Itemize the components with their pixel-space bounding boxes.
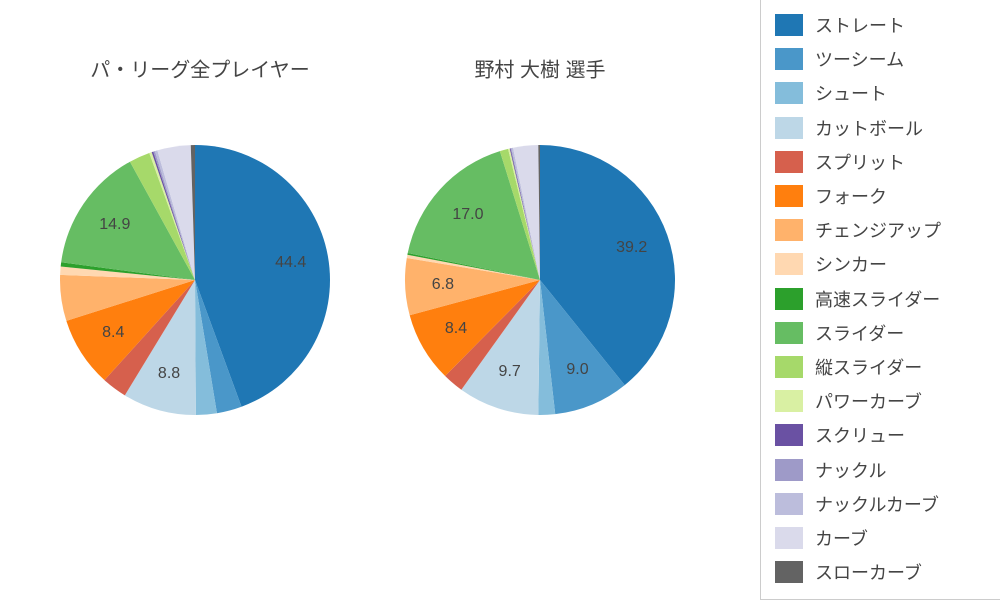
figure-container: パ・リーグ全プレイヤー 44.48.88.414.9 野村 大樹 選手 39.2…: [0, 0, 1000, 600]
legend-label: ストレート: [815, 12, 905, 38]
legend-swatch: [775, 48, 803, 70]
legend-swatch: [775, 561, 803, 583]
legend-item: チェンジアップ: [775, 213, 990, 247]
legend-label: パワーカーブ: [815, 388, 922, 414]
legend-item: ナックルカーブ: [775, 487, 990, 521]
legend-swatch: [775, 185, 803, 207]
legend-item: フォーク: [775, 179, 990, 213]
legend-label: ツーシーム: [815, 46, 904, 72]
legend-swatch: [775, 253, 803, 275]
legend-swatch: [775, 390, 803, 412]
legend-label: フォーク: [815, 183, 887, 209]
legend-label: ナックルカーブ: [815, 491, 939, 517]
legend-item: スローカーブ: [775, 555, 990, 589]
legend-label: スプリット: [815, 149, 905, 175]
legend-swatch: [775, 117, 803, 139]
legend-item: シンカー: [775, 247, 990, 281]
legend-label: 縦スライダー: [815, 354, 922, 380]
legend-swatch: [775, 288, 803, 310]
legend-swatch: [775, 82, 803, 104]
legend-label: スライダー: [815, 320, 904, 346]
legend-label: カーブ: [815, 525, 868, 551]
legend-item: ナックル: [775, 452, 990, 486]
legend-label: チェンジアップ: [815, 217, 941, 243]
legend-label: カットボール: [815, 115, 923, 141]
legend-swatch: [775, 493, 803, 515]
legend-swatch: [775, 459, 803, 481]
legend-label: 高速スライダー: [815, 286, 940, 312]
legend-item: ストレート: [775, 8, 990, 42]
legend: ストレートツーシームシュートカットボールスプリットフォークチェンジアップシンカー…: [760, 0, 1000, 600]
legend-item: 縦スライダー: [775, 350, 990, 384]
legend-item: スライダー: [775, 316, 990, 350]
legend-item: スプリット: [775, 145, 990, 179]
legend-swatch: [775, 322, 803, 344]
legend-item: シュート: [775, 76, 990, 110]
legend-label: シンカー: [815, 251, 887, 277]
legend-item: カーブ: [775, 521, 990, 555]
legend-label: スクリュー: [815, 422, 905, 448]
legend-label: シュート: [815, 80, 887, 106]
legend-item: 高速スライダー: [775, 282, 990, 316]
legend-item: ツーシーム: [775, 42, 990, 76]
legend-label: ナックル: [815, 457, 886, 483]
legend-label: スローカーブ: [815, 559, 922, 585]
legend-swatch: [775, 424, 803, 446]
legend-item: スクリュー: [775, 418, 990, 452]
legend-swatch: [775, 151, 803, 173]
legend-swatch: [775, 527, 803, 549]
legend-swatch: [775, 356, 803, 378]
legend-swatch: [775, 219, 803, 241]
legend-item: カットボール: [775, 111, 990, 145]
legend-swatch: [775, 14, 803, 36]
legend-item: パワーカーブ: [775, 384, 990, 418]
